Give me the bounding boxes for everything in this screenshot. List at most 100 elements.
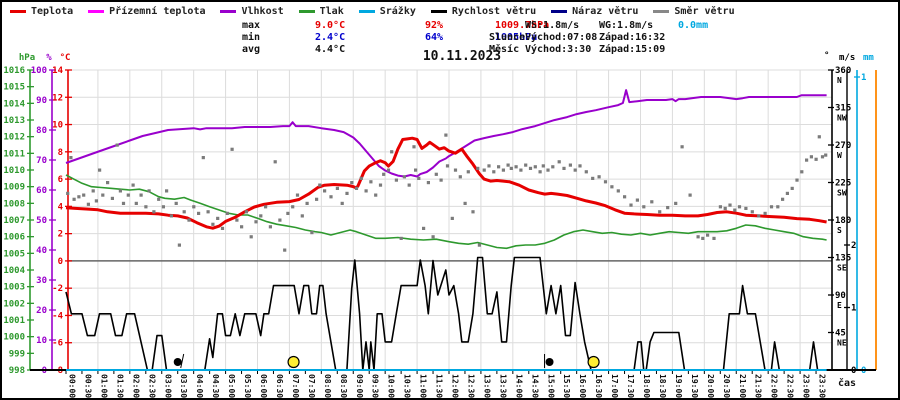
temperature-axis-unit: °C [60, 53, 71, 63]
gridlines [68, 69, 832, 371]
svg-text:05:00: 05:00 [227, 374, 236, 398]
svg-text:1003: 1003 [3, 283, 25, 293]
svg-text:4: 4 [58, 202, 64, 212]
legend-item-teplota: Teplota [10, 6, 73, 17]
legend-label: Rychlost větru [451, 6, 537, 17]
svg-text:NE: NE [837, 339, 847, 348]
svg-text:13:30: 13:30 [498, 374, 507, 398]
humidity-axis-unit: % [46, 53, 52, 63]
chart-title: 10.11.2023 [423, 49, 501, 64]
series-humidity-line [65, 89, 827, 178]
svg-text:17:00: 17:00 [610, 374, 619, 398]
svg-text:11:30: 11:30 [435, 374, 444, 398]
stat-min-pressure: 1005hPa [495, 32, 538, 43]
svg-text:999: 999 [9, 349, 25, 359]
svg-text:20:00: 20:00 [706, 374, 715, 398]
svg-text:NW: NW [837, 114, 847, 123]
series-pressure-line [65, 174, 827, 250]
legend-label: Tlak [319, 6, 344, 17]
svg-text:10: 10 [52, 121, 63, 131]
svg-text:06:30: 06:30 [275, 374, 284, 398]
svg-text:N: N [837, 76, 842, 85]
svg-text:12:30: 12:30 [466, 374, 475, 398]
series-temperature-line [65, 136, 827, 230]
stat-min-humidity: 64% [425, 32, 444, 43]
svg-text:1016: 1016 [3, 66, 25, 76]
svg-text:12: 12 [52, 93, 63, 103]
svg-text:21:00: 21:00 [738, 374, 747, 398]
svg-text:10: 10 [36, 336, 47, 346]
svg-text:1010: 1010 [3, 166, 25, 176]
svg-text:10:00: 10:00 [387, 374, 396, 398]
svg-text:1012: 1012 [3, 133, 25, 143]
svg-text:03:30: 03:30 [179, 374, 188, 398]
svg-text:08:00: 08:00 [323, 374, 332, 398]
moonrise-tick [180, 353, 185, 369]
svg-text:01:00: 01:00 [99, 374, 108, 398]
svg-text:05:30: 05:30 [243, 374, 252, 398]
svg-text:-4: -4 [52, 311, 63, 321]
svg-text:1005: 1005 [3, 249, 25, 259]
stat-min-temp: 2.4°C [315, 32, 346, 43]
stat-max-humidity: 92% [425, 20, 444, 31]
svg-text:00:30: 00:30 [83, 374, 92, 398]
svg-text:07:00: 07:00 [291, 374, 300, 398]
svg-text:1011: 1011 [3, 149, 25, 159]
stat-avg-temp: 4.4°C [315, 44, 346, 55]
svg-text:15:30: 15:30 [562, 374, 571, 398]
svg-text:14: 14 [52, 66, 63, 76]
pressure-axis-unit: hPa [19, 53, 35, 63]
sunset-marker [587, 355, 600, 369]
stat-sunrise: Východ:07:08 [525, 32, 598, 43]
legend-label: Přízemní teplota [109, 6, 206, 17]
svg-text:12:00: 12:00 [451, 374, 460, 398]
stat-sun-label: Slunce [489, 32, 526, 43]
stat-moonset: Západ:15:09 [599, 44, 666, 55]
svg-text:04:00: 04:00 [195, 374, 204, 398]
svg-text:20: 20 [36, 306, 47, 316]
svg-text:21:30: 21:30 [754, 374, 763, 398]
svg-text:1009: 1009 [3, 183, 25, 193]
legend-swatch [88, 10, 105, 13]
svg-text:100: 100 [31, 66, 47, 76]
legend-label: Směr větru [674, 6, 735, 17]
x-axis-label: čas [838, 377, 856, 389]
stat-min-label: min [242, 32, 261, 43]
stat-max-pressure: 1009.7hPa [495, 20, 550, 31]
svg-text:1013: 1013 [3, 116, 25, 126]
svg-text:16:00: 16:00 [578, 374, 587, 398]
svg-text:30: 30 [36, 276, 47, 286]
svg-text:1: 1 [851, 304, 856, 314]
svg-text:0: 0 [58, 257, 63, 267]
wind-direction-dots [66, 133, 828, 252]
svg-text:1015: 1015 [3, 83, 25, 93]
svg-text:15:00: 15:00 [546, 374, 555, 398]
svg-text:80: 80 [36, 126, 47, 136]
precip-axis-unit: mm [863, 53, 874, 63]
legend: Teplota Přízemní teplota Vlhkost Tlak Srážky… [10, 6, 735, 17]
stat-max-temp: 9.0°C [315, 20, 346, 31]
stat-max-label: max [242, 20, 261, 31]
svg-text:90: 90 [36, 96, 47, 106]
legend-swatch [653, 10, 670, 13]
svg-text:1014: 1014 [3, 99, 25, 109]
svg-text:E: E [837, 301, 842, 310]
legend-label: Srážky [379, 6, 416, 17]
svg-text:09:00: 09:00 [355, 374, 364, 398]
legend-label: Vlhkost [241, 6, 284, 17]
svg-text:08:30: 08:30 [339, 374, 348, 398]
svg-text:20:30: 20:30 [722, 374, 731, 398]
svg-text:07:30: 07:30 [307, 374, 316, 398]
svg-text:-2: -2 [52, 284, 63, 294]
left-axes: hPa9989991000100110021003100410051006100… [3, 53, 72, 376]
legend-swatch [551, 10, 568, 13]
stat-wind-speed: WS:1.8m/s [525, 20, 580, 31]
svg-text:2: 2 [58, 230, 63, 240]
svg-text:1001: 1001 [3, 316, 25, 326]
svg-text:19:30: 19:30 [690, 374, 699, 398]
svg-text:10:30: 10:30 [403, 374, 412, 398]
legend-swatch [298, 10, 315, 13]
legend-swatch [358, 10, 375, 13]
svg-text:23:00: 23:00 [802, 374, 811, 398]
